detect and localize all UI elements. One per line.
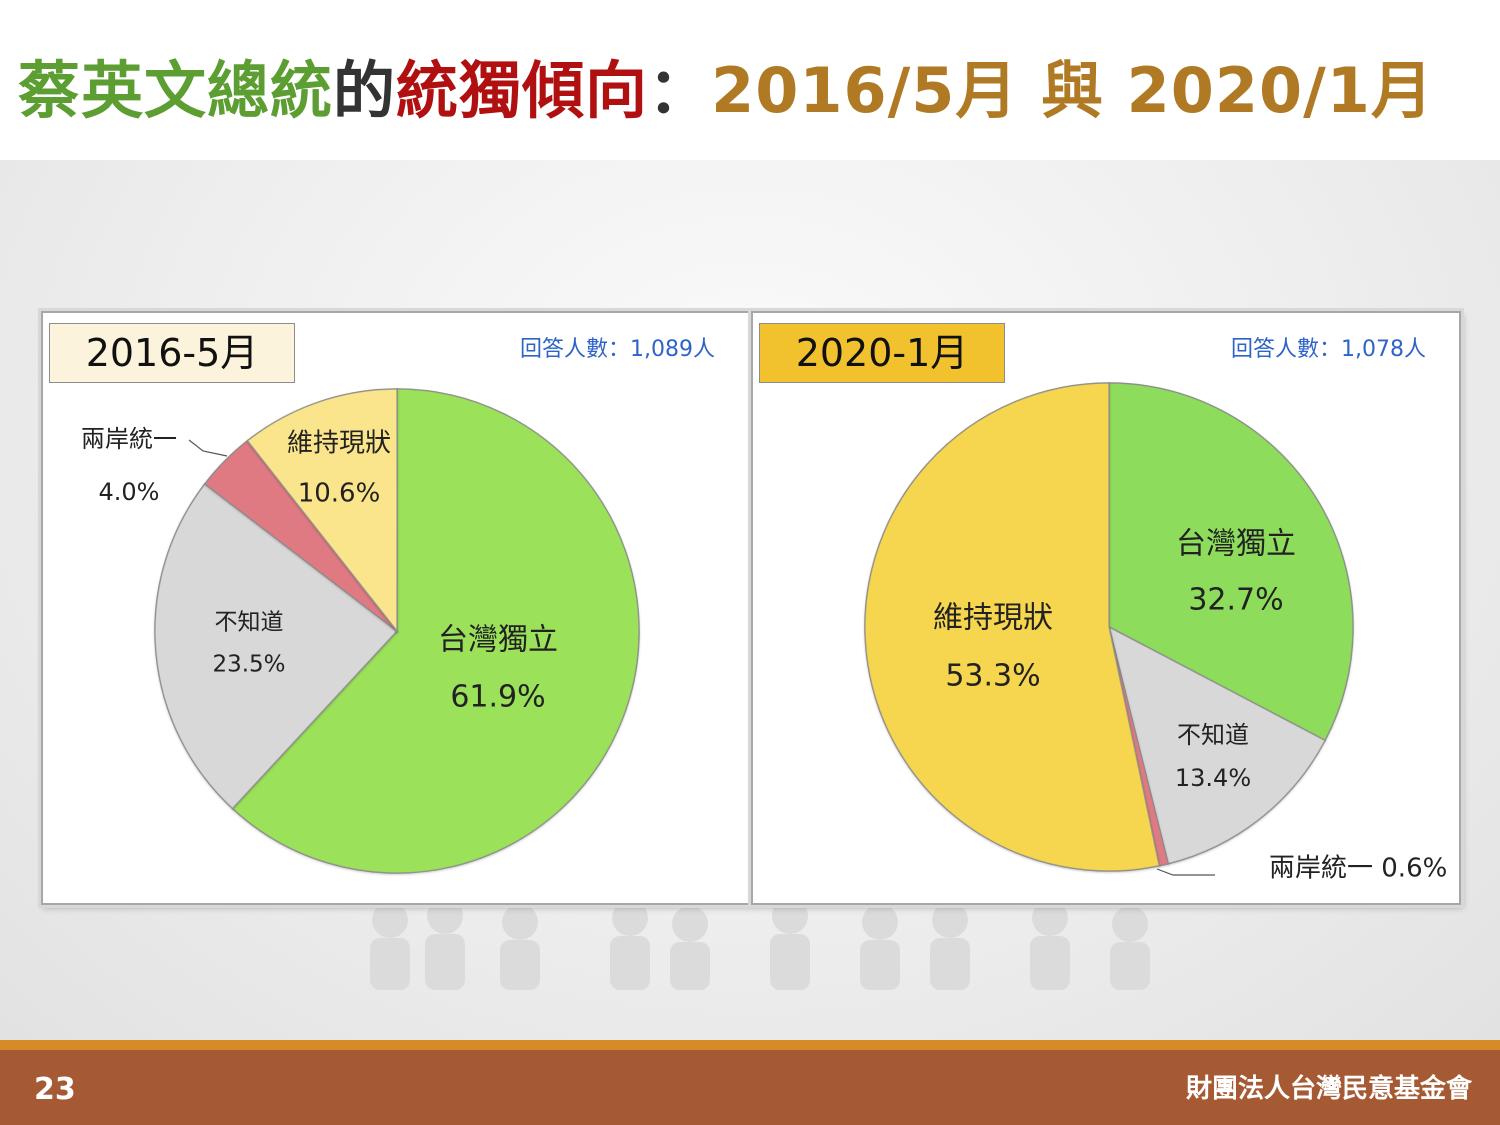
title-particle: 的 (333, 54, 397, 127)
slice-value-label-1-1: 13.4% (1175, 764, 1251, 792)
slice-name-label-1-2: 兩岸統一 0.6% (1269, 854, 1447, 884)
pie-slice-shade-1-2 (1109, 627, 1169, 866)
title-president: 蔡英文總統 (18, 54, 334, 127)
period-label-2016: 2016-5月 (49, 323, 295, 383)
slice-name-label-0-3: 維持現狀 (287, 429, 391, 459)
title-bar: 蔡英文總統的統獨傾向：2016/5月 與 2020/1月 (0, 0, 1500, 160)
crowd-silhouette-decoration (370, 898, 1150, 990)
pie-chart-2020: 台灣獨立 32.7% 不知道 13.4% 兩岸統一 0.6% 維持現狀 53.3% (864, 382, 1447, 884)
slice-value-label-0-3: 10.6% (298, 479, 381, 509)
pie-slice-shade-0-0 (232, 389, 639, 874)
slice-name-label-1-3: 維持現狀 (933, 601, 1053, 636)
slice-name-label-0-1: 不知道 (215, 610, 284, 636)
organization-name: 財團法人台灣民意基金會 (1185, 1074, 1472, 1104)
title-topic: 統獨傾向 (396, 54, 649, 127)
pie-slice-shade-1-1 (1109, 627, 1325, 864)
title-colon: ： (648, 54, 712, 127)
leader-line-1-2 (1156, 868, 1215, 876)
pie-slice-shade-0-1 (154, 483, 397, 809)
footer-accent-line (0, 1040, 1500, 1050)
slice-value-label-0-2: 4.0% (99, 478, 160, 506)
slice-name-label-0-0: 台灣獨立 (438, 623, 558, 658)
title-dates: 2016/5月 與 2020/1月 (711, 54, 1434, 127)
chart-panel-2020: 2020-1月 回答人數：1,078人 台灣獨立 32.7% 不知道 13.4% 兩岸統… (751, 311, 1461, 905)
slice-value-label-0-0: 61.9% (450, 680, 545, 715)
slice-value-label-0-1: 23.5% (212, 652, 285, 678)
pie-slice-shade-1-0 (1109, 383, 1354, 741)
pie-slice-shade-1-3 (864, 383, 1160, 871)
footer-bar: 23 財團法人台灣民意基金會 (0, 1050, 1500, 1125)
leader-line-0-2 (188, 439, 228, 457)
slice-value-label-1-3: 53.3% (945, 659, 1040, 694)
pie-slice-shade-0-2 (204, 440, 397, 631)
chart-panel-2016: 2016-5月 回答人數：1,089人 台灣獨立 61.9% 不知道 23.5% 兩岸統… (41, 311, 751, 905)
slice-name-label-1-0: 台灣獨立 (1176, 527, 1296, 562)
respondents-count-2016: 回答人數：1,089人 (520, 337, 715, 362)
slice-value-label-1-0: 32.7% (1188, 583, 1283, 618)
page-number: 23 (34, 1072, 76, 1107)
respondents-count-2020: 回答人數：1,078人 (1231, 337, 1426, 362)
slice-name-label-1-1: 不知道 (1177, 721, 1249, 749)
page-title: 蔡英文總統的統獨傾向：2016/5月 與 2020/1月 (18, 40, 1434, 130)
pie-chart-2016: 台灣獨立 61.9% 不知道 23.5% 兩岸統一 4.0% 維持現狀 10.6% (81, 388, 640, 874)
period-label-2020: 2020-1月 (759, 323, 1005, 383)
slice-name-label-0-2: 兩岸統一 (81, 425, 177, 453)
pie-slice-shade-0-3 (247, 389, 397, 631)
